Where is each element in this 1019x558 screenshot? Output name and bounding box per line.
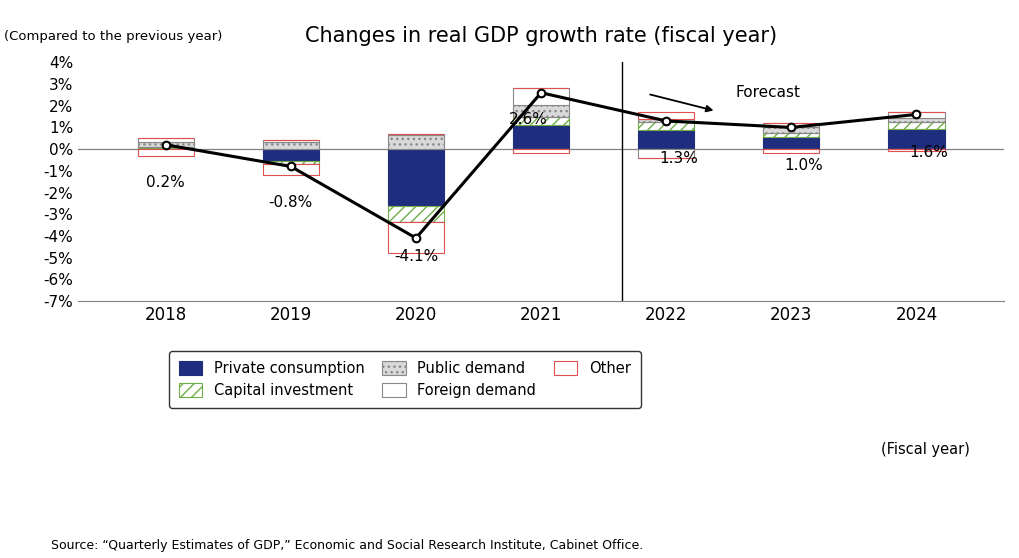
Bar [388, 149, 444, 205]
Bar [263, 141, 319, 142]
Bar [638, 129, 694, 149]
Bar [763, 127, 819, 133]
Text: 1.6%: 1.6% [910, 145, 949, 160]
Text: 0.2%: 0.2% [147, 175, 185, 190]
Bar [889, 118, 945, 122]
Bar [763, 133, 819, 137]
Bar [138, 138, 194, 142]
Bar [388, 222, 444, 253]
Bar [513, 125, 570, 149]
Text: 1.0%: 1.0% [785, 158, 823, 173]
Text: 2.6%: 2.6% [510, 112, 548, 127]
Bar [263, 164, 319, 175]
Bar [138, 148, 194, 149]
Title: Changes in real GDP growth rate (fiscal year): Changes in real GDP growth rate (fiscal … [305, 26, 777, 46]
Text: Source: “Quarterly Estimates of GDP,” Economic and Social Research Institute, Ca: Source: “Quarterly Estimates of GDP,” Ec… [51, 540, 643, 552]
Bar [513, 88, 570, 105]
Bar [388, 205, 444, 222]
Bar [763, 149, 819, 153]
Text: (Fiscal year): (Fiscal year) [881, 442, 970, 456]
Bar [388, 134, 444, 135]
Bar [388, 135, 444, 149]
Bar [889, 149, 945, 151]
Bar [138, 142, 194, 147]
Bar [763, 123, 819, 127]
Bar [763, 137, 819, 149]
Bar [138, 147, 194, 148]
Bar [513, 149, 570, 153]
Text: -0.8%: -0.8% [269, 195, 313, 210]
Bar [638, 112, 694, 119]
Bar [638, 149, 694, 158]
Bar [263, 161, 319, 164]
Bar [513, 105, 570, 117]
Bar [638, 122, 694, 129]
Bar [889, 122, 945, 128]
Bar [263, 149, 319, 161]
Bar [138, 149, 194, 156]
Text: 1.3%: 1.3% [659, 151, 698, 166]
Legend: Private consumption, Capital investment, Public demand, Foreign demand, Other: Private consumption, Capital investment,… [169, 351, 641, 408]
Bar [638, 119, 694, 122]
Text: -4.1%: -4.1% [394, 249, 438, 264]
Bar [889, 112, 945, 118]
Text: (Compared to the previous year): (Compared to the previous year) [4, 30, 222, 44]
Bar [889, 128, 945, 149]
Text: Forecast: Forecast [735, 85, 800, 100]
Bar [263, 142, 319, 149]
Bar [513, 117, 570, 125]
